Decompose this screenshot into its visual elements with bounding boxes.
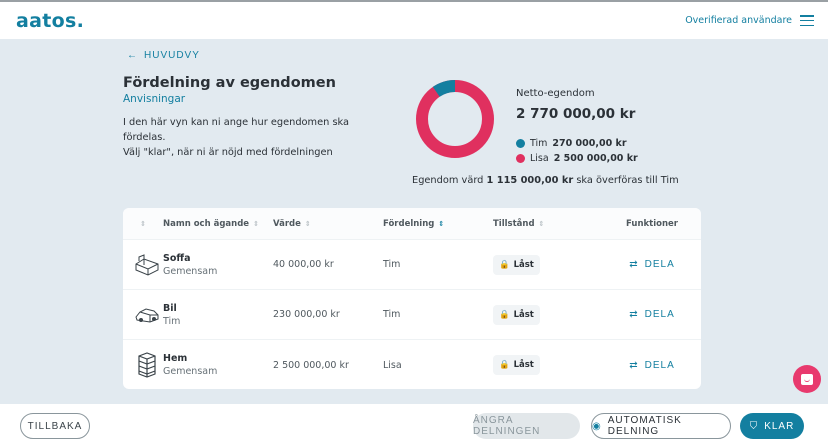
sort-icon: ⇕ xyxy=(538,219,545,228)
swap-arrows-icon: ⇄ xyxy=(629,259,639,270)
chart-legend: Tim 270 000,00 kr Lisa 2 500 000,00 kr xyxy=(516,136,638,166)
legend-item-lisa: Lisa 2 500 000,00 kr xyxy=(516,151,638,166)
page-title: Fördelning av egendomen xyxy=(123,75,336,91)
column-header-status[interactable]: Tillstånd ⇕ xyxy=(493,218,545,229)
chat-launcher-button[interactable] xyxy=(793,365,821,393)
sort-icon: ⇕ xyxy=(253,219,259,228)
swap-arrows-icon: ⇄ xyxy=(629,359,639,371)
column-header-functions: Funktioner xyxy=(626,218,678,229)
building-icon xyxy=(138,352,156,378)
table-header: ⇕ Namn och ägande ⇕ Värde ⇕ Fördelning ⇕ Ti… xyxy=(123,208,701,240)
legend-dot-icon xyxy=(516,139,525,148)
hamburger-menu-icon[interactable] xyxy=(800,15,814,26)
car-icon xyxy=(135,307,159,323)
status-badge: 🔒 Låst xyxy=(493,254,540,275)
swap-arrows-icon: ⇄ xyxy=(629,309,639,320)
instructions-link[interactable]: Anvisningar xyxy=(123,93,186,105)
legend-item-tim: Tim 270 000,00 kr xyxy=(516,136,638,151)
column-header-name[interactable]: Namn och ägande ⇕ xyxy=(163,218,259,229)
undo-split-button[interactable]: ÅNGRA DELNINGEN xyxy=(473,413,580,439)
sort-icon[interactable]: ⇕ xyxy=(140,219,146,228)
status-badge: 🔒 Låst xyxy=(493,355,540,375)
net-estate-label: Netto-egendom xyxy=(516,88,595,99)
lock-icon: 🔒 xyxy=(499,360,510,370)
chat-icon xyxy=(801,373,813,385)
wifi-circle-icon: ◉ xyxy=(592,420,602,432)
auto-split-button[interactable]: ◉ AUTOMATISK DELNING xyxy=(591,413,731,439)
sort-active-icon: ⇕ xyxy=(438,219,445,228)
status-badge: 🔒 Låst xyxy=(493,304,540,325)
back-button[interactable]: TILLBAKA xyxy=(20,413,90,439)
footer-bar: TILLBAKA ÅNGRA DELNINGEN ◉ AUTOMATISK DE… xyxy=(0,404,828,446)
top-bar: aatos. Overifierad användare xyxy=(0,0,828,39)
transfer-note: Egendom värd 1 115 000,00 kr ska överför… xyxy=(412,175,679,186)
distribution-donut-chart xyxy=(416,80,494,158)
back-to-main-link[interactable]: ← HUVUDVY xyxy=(127,50,200,61)
table-row: Hem Gemensam 2 500 000,00 kr Lisa 🔒 Låst ⇄… xyxy=(123,340,701,389)
sort-icon: ⇕ xyxy=(304,219,311,228)
arrow-left-icon: ← xyxy=(127,50,138,61)
lock-icon: 🔒 xyxy=(499,259,510,270)
back-link-label: HUVUDVY xyxy=(144,50,200,61)
split-button[interactable]: ⇄ DELA xyxy=(629,359,675,371)
split-button[interactable]: ⇄ DELA xyxy=(629,309,675,320)
done-button[interactable]: ⛉ KLAR xyxy=(740,413,804,439)
shield-check-icon: ⛉ xyxy=(749,420,759,432)
page-description: I den här vyn kan ni ange hur egendomen … xyxy=(123,117,350,158)
legend-dot-icon xyxy=(516,154,525,163)
lock-icon: 🔒 xyxy=(499,309,510,320)
column-header-distribution[interactable]: Fördelning ⇕ xyxy=(383,218,445,229)
column-header-value[interactable]: Värde ⇕ xyxy=(273,218,311,229)
user-label[interactable]: Overifierad användare xyxy=(685,15,792,26)
table-row: Bil Tim 230 000,00 kr Tim 🔒 Låst ⇄ DELA xyxy=(123,290,701,340)
logo[interactable]: aatos. xyxy=(16,9,85,32)
sofa-icon xyxy=(135,253,159,276)
split-button[interactable]: ⇄ DELA xyxy=(629,259,675,270)
user-menu[interactable]: Overifierad användare xyxy=(685,15,814,26)
table-row: Soffa Gemensam 40 000,00 kr Tim 🔒 Låst ⇄ DE… xyxy=(123,240,701,290)
assets-table: ⇕ Namn och ägande ⇕ Värde ⇕ Fördelning ⇕ Ti… xyxy=(123,208,701,389)
net-estate-value: 2 770 000,00 kr xyxy=(516,106,636,122)
